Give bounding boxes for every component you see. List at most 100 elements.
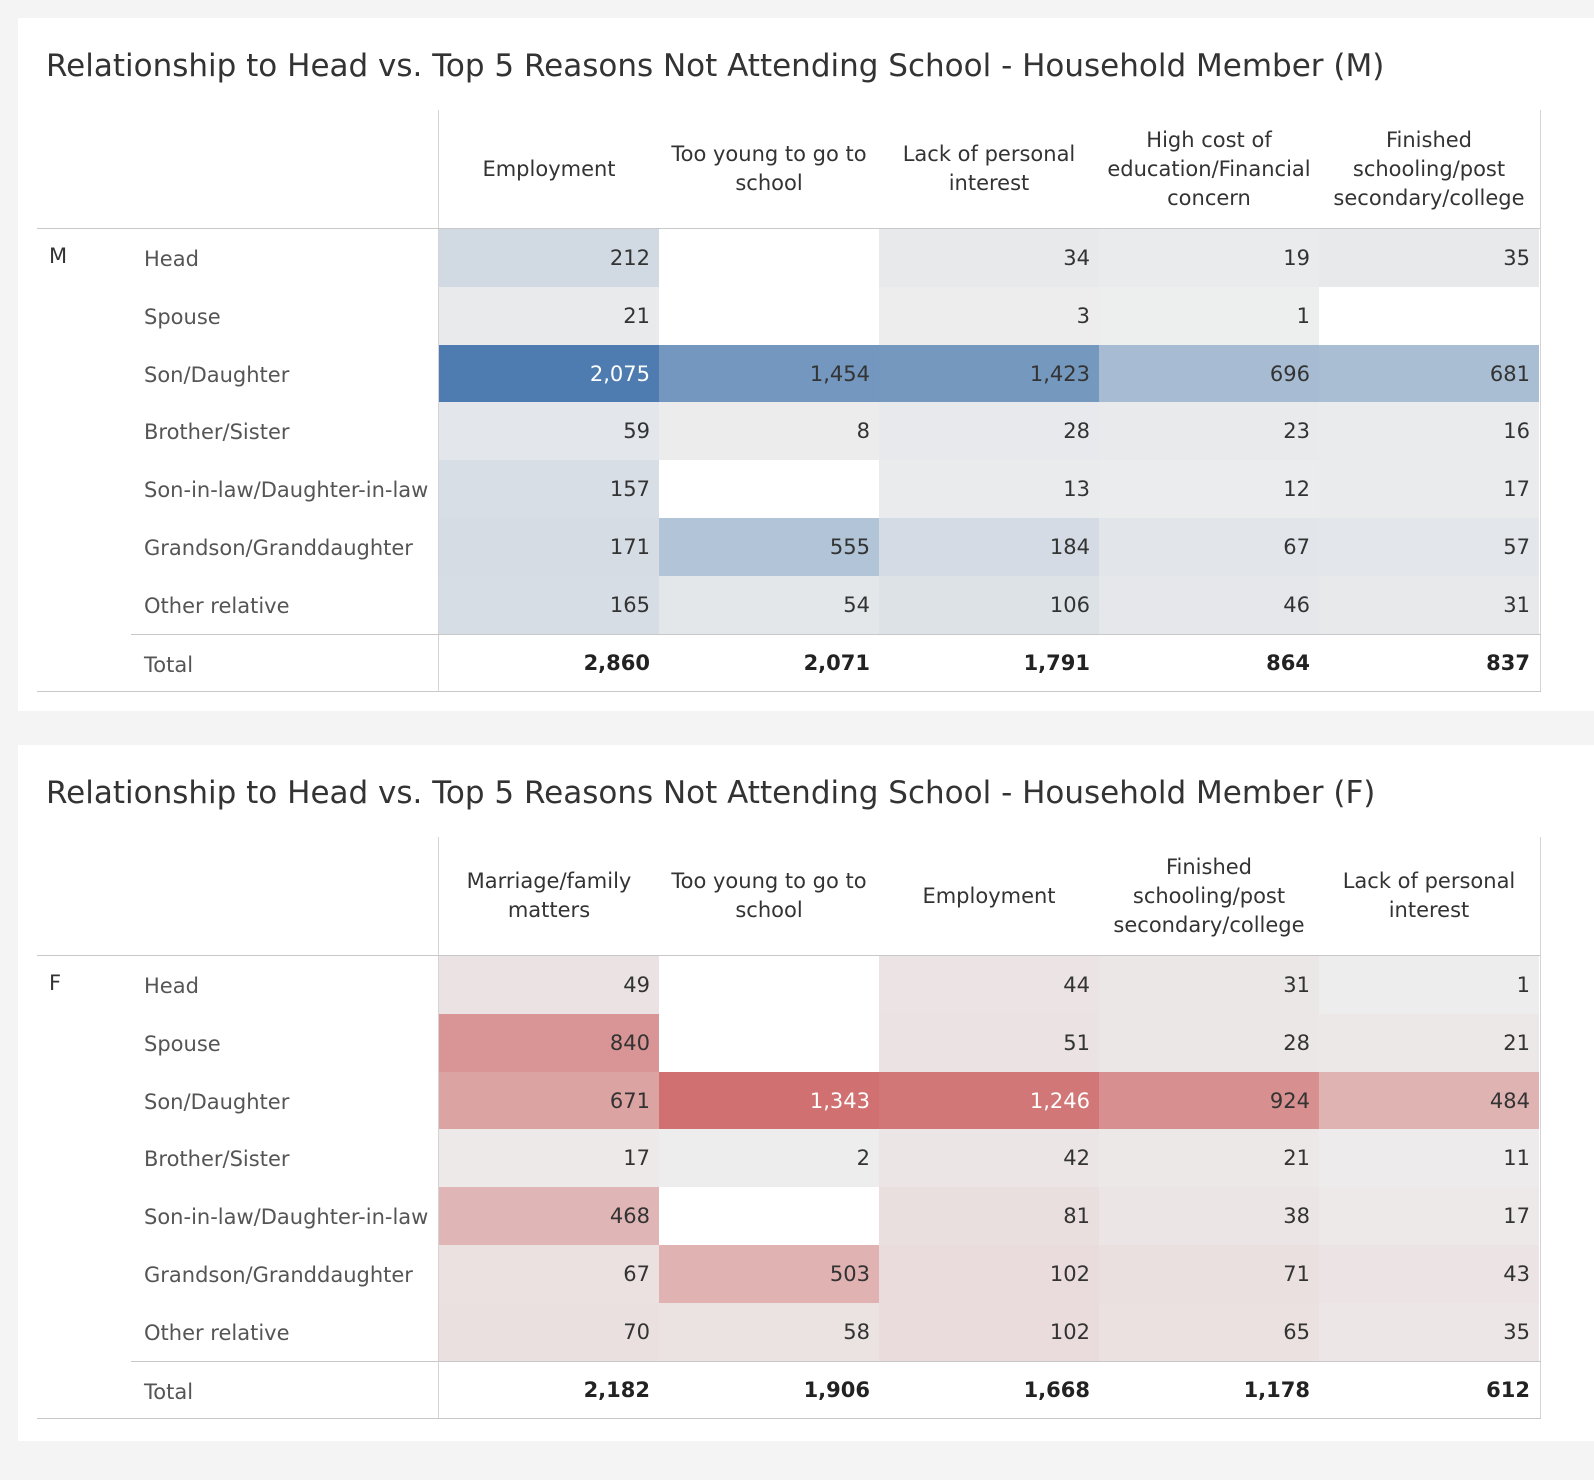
grid-line [131, 634, 1541, 635]
table-cell: 58 [659, 1302, 879, 1361]
table-cell: 46 [1099, 575, 1319, 634]
column-header: Lack of personal interest [1342, 869, 1516, 922]
table-cell: 19 [1099, 229, 1319, 287]
row-label: Spouse [144, 1031, 221, 1056]
table-cell: 31 [1099, 956, 1319, 1014]
total-cell: 2,182 [583, 1378, 650, 1402]
table-cell: 35 [1319, 1302, 1539, 1361]
grid-line [438, 837, 439, 1419]
table-title: Relationship to Head vs. Top 5 Reasons N… [46, 775, 1376, 811]
table-cell: 43 [1319, 1245, 1539, 1303]
grid-line [37, 691, 1541, 692]
table-cell: 2,075 [439, 344, 659, 403]
column-header: Employment [482, 156, 616, 181]
table-cell: 3 [879, 286, 1099, 345]
table-cell: 21 [1099, 1129, 1319, 1188]
grid-line [438, 110, 439, 692]
table-cell: 16 [1319, 402, 1539, 461]
column-header: High cost of education/Financial concern [1107, 127, 1311, 210]
group-label: F [49, 971, 62, 995]
column-header: Lack of personal interest [902, 142, 1076, 195]
table-cell: 1 [1099, 286, 1319, 345]
total-cell: 612 [1486, 1378, 1530, 1402]
table-cell: 70 [439, 1302, 659, 1361]
table-cell: 65 [1099, 1302, 1319, 1361]
row-label: Son-in-law/Daughter-in-law [144, 1205, 429, 1230]
row-label: Brother/Sister [144, 1147, 290, 1172]
table-cell: 840 [439, 1013, 659, 1072]
total-cell: 1,791 [1023, 651, 1090, 675]
table-panel-female: Relationship to Head vs. Top 5 Reasons N… [18, 745, 1594, 1441]
table-cell: 67 [439, 1245, 659, 1303]
total-label: Total [144, 1380, 194, 1404]
table-panel-male: Relationship to Head vs. Top 5 Reasons N… [18, 18, 1594, 711]
table-cell [659, 460, 879, 519]
total-cell: 2,071 [803, 651, 870, 675]
row-label: Head [144, 247, 199, 271]
table-cell [659, 286, 879, 345]
table-cell [1319, 286, 1539, 345]
table-cell: 42 [879, 1129, 1099, 1188]
table-cell: 157 [439, 460, 659, 519]
table-cell: 8 [659, 402, 879, 461]
table-cell: 1,454 [659, 344, 879, 403]
table-cell [659, 1187, 879, 1246]
grid-line [37, 228, 1541, 229]
table-cell: 71 [1099, 1245, 1319, 1303]
column-header: Too young to go to school [671, 142, 867, 195]
row-label: Grandson/Granddaughter [144, 536, 413, 560]
table-cell: 1,246 [879, 1071, 1099, 1130]
table-cell: 17 [1319, 460, 1539, 519]
column-header: Marriage/family matters [466, 869, 632, 922]
row-label: Other relative [144, 1320, 290, 1345]
row-label: Son/Daughter [144, 1089, 290, 1114]
table-cell: 484 [1319, 1071, 1539, 1130]
table-cell: 11 [1319, 1129, 1539, 1188]
row-label: Grandson/Granddaughter [144, 1263, 413, 1287]
table-cell: 59 [439, 402, 659, 461]
table-cell: 34 [879, 229, 1099, 287]
table-cell: 17 [439, 1129, 659, 1188]
table-cell: 67 [1099, 518, 1319, 576]
table-cell: 17 [1319, 1187, 1539, 1246]
table-cell: 102 [879, 1302, 1099, 1361]
grid-line [1540, 837, 1541, 1419]
table-cell: 184 [879, 518, 1099, 576]
table-cell: 13 [879, 460, 1099, 519]
table-cell: 2 [659, 1129, 879, 1188]
table-cell: 54 [659, 575, 879, 634]
table-cell [659, 956, 879, 1014]
table-cell: 31 [1319, 575, 1539, 634]
grid-line [131, 1361, 1541, 1362]
table-cell: 106 [879, 575, 1099, 634]
total-label: Total [144, 653, 194, 677]
table-cell: 44 [879, 956, 1099, 1014]
total-cell: 1,668 [1023, 1378, 1090, 1402]
table-cell: 1 [1319, 956, 1539, 1014]
row-label: Brother/Sister [144, 420, 290, 445]
table-cell: 12 [1099, 460, 1319, 519]
column-header: Finished schooling/post secondary/colleg… [1113, 854, 1305, 937]
table-cell: 51 [879, 1013, 1099, 1072]
total-cell: 2,860 [583, 651, 650, 675]
total-cell: 1,178 [1243, 1378, 1310, 1402]
table-cell: 1,343 [659, 1071, 879, 1130]
table-cell: 35 [1319, 229, 1539, 287]
column-header: Too young to go to school [671, 869, 867, 922]
total-cell: 837 [1486, 651, 1530, 675]
table-cell: 503 [659, 1245, 879, 1303]
table-cell: 696 [1099, 344, 1319, 403]
table-cell: 21 [1319, 1013, 1539, 1072]
table-cell: 38 [1099, 1187, 1319, 1246]
table-cell [659, 229, 879, 287]
table-cell: 57 [1319, 518, 1539, 576]
table-cell: 671 [439, 1071, 659, 1130]
table-cell: 171 [439, 518, 659, 576]
grid-line [37, 1418, 1541, 1419]
table-cell: 165 [439, 575, 659, 634]
table-cell: 924 [1099, 1071, 1319, 1130]
table-cell: 23 [1099, 402, 1319, 461]
table-cell [659, 1013, 879, 1072]
row-label: Son/Daughter [144, 362, 290, 387]
table-cell: 21 [439, 286, 659, 345]
